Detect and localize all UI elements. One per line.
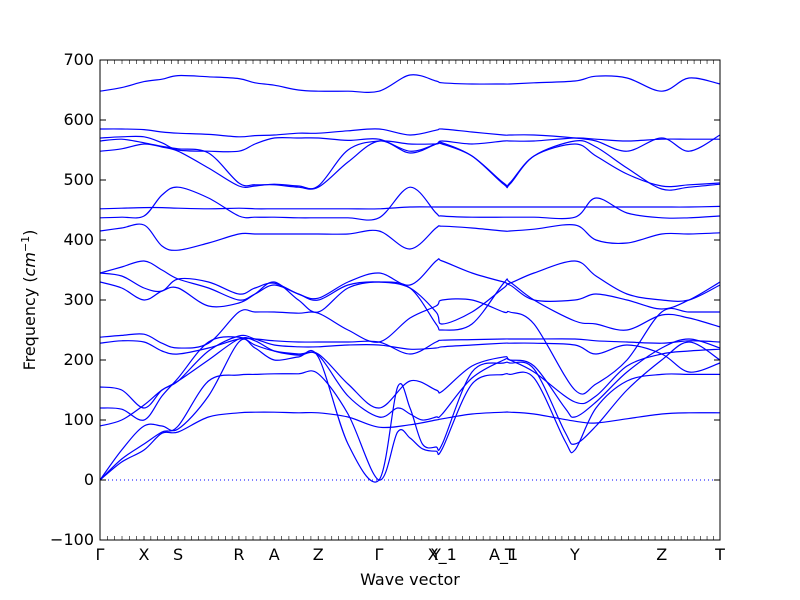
band-line-17 — [100, 135, 720, 153]
band-line-19 — [100, 74, 720, 93]
x-tick-label: Z — [656, 545, 667, 564]
y-axis-title-text: Frequency ( — [20, 276, 39, 370]
y-tick-label: 300 — [63, 290, 94, 309]
band-line-18 — [100, 128, 720, 152]
band-line-10 — [100, 260, 720, 325]
x-tick-label: S — [173, 545, 183, 564]
y-tick-label: 500 — [63, 170, 94, 189]
band-line-7 — [100, 337, 720, 355]
x-tick-label: A_1 — [489, 545, 518, 565]
band-line-1 — [100, 411, 720, 481]
band-line-6 — [100, 334, 720, 409]
x-tick-label: T — [504, 545, 515, 564]
x-axis: Γ X S R A Z Γ YX_1 A_1T Y Z T — [96, 60, 725, 565]
band-line-8 — [100, 298, 720, 395]
y-tick-label: 400 — [63, 230, 94, 249]
band-line-16 — [100, 138, 720, 191]
x-tick-label: Y — [569, 545, 580, 564]
y-axis-title-unit: cm — [20, 252, 39, 276]
x-tick-label: Y — [430, 545, 441, 564]
x-tick-label: X — [139, 545, 150, 564]
y-axis-title: Frequency (cm−1) — [19, 230, 39, 371]
y-tick-label: 0 — [84, 470, 94, 489]
y-axis-title-close: ) — [20, 230, 39, 236]
band-line-12 — [100, 223, 720, 251]
band-line-9 — [100, 278, 720, 331]
band-line-13 — [100, 186, 720, 221]
x-axis-title: Wave vector — [360, 570, 460, 589]
band-line-3 — [100, 338, 720, 483]
x-tick-label: T — [714, 545, 725, 564]
y-tick-label: 200 — [63, 350, 94, 369]
x-tick-label: X_1 — [428, 545, 457, 565]
band-line-5 — [100, 336, 720, 421]
x-tick-label: Z — [313, 545, 324, 564]
y-tick-label: 600 — [63, 110, 94, 129]
x-tick-label: Γ — [96, 545, 105, 564]
x-tick-label: Γ — [375, 545, 384, 564]
x-tick-label: R — [233, 545, 244, 564]
band-line-11 — [100, 258, 720, 302]
y-axis-title-unit-exp: −1 — [19, 236, 32, 252]
band-line-2 — [100, 370, 720, 481]
band-line-14 — [100, 205, 720, 210]
y-tick-label: 700 — [63, 50, 94, 69]
y-axis: −100 0 100 200 300 400 500 600 700 — [50, 50, 720, 549]
plot-area — [100, 74, 720, 483]
y-tick-label: 100 — [63, 410, 94, 429]
y-tick-label: −100 — [50, 530, 94, 549]
x-tick-label: A — [269, 545, 280, 564]
band-line-15 — [100, 140, 720, 190]
band-line-4 — [100, 337, 720, 427]
